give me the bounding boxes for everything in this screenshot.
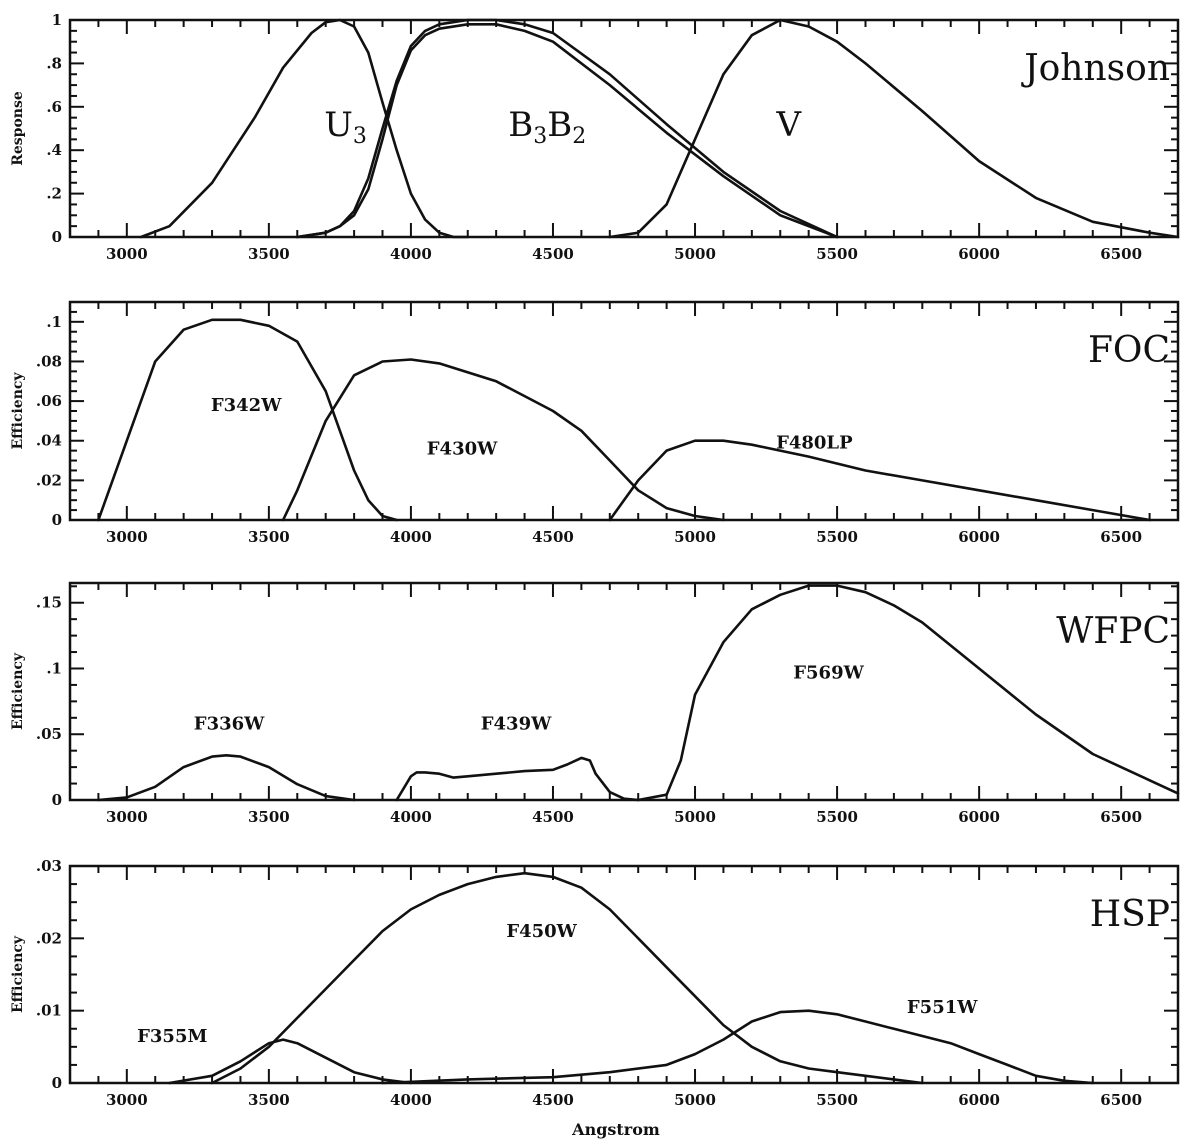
x-tick-label: 5000	[674, 245, 716, 263]
y-axis-label: Response	[10, 91, 26, 166]
y-tick-label: .8	[46, 54, 62, 72]
curve-label: F551W	[907, 997, 978, 1018]
x-tick-label: 6000	[958, 245, 1000, 263]
y-tick-label: .08	[36, 352, 62, 370]
x-tick-label: 6000	[958, 528, 1000, 546]
x-tick-label: 4000	[390, 528, 432, 546]
series-line-2	[296, 18, 839, 239]
x-tick-label: 6500	[1100, 528, 1142, 546]
curve-label: F342W	[211, 395, 282, 416]
x-tick-label: 4000	[390, 1091, 432, 1109]
x-tick-label: 5000	[674, 1091, 716, 1109]
panel-title: Johnson	[1020, 48, 1170, 89]
series-line-2	[210, 871, 924, 1085]
y-axis-label: Efficiency	[10, 372, 26, 450]
y-tick-label: 1	[52, 11, 62, 29]
curve-label: F336W	[194, 714, 265, 735]
curve-label: F569W	[793, 662, 864, 683]
x-tick-label: 5500	[816, 1091, 858, 1109]
y-axis-label: Efficiency	[10, 652, 26, 730]
curve-label: F439W	[481, 714, 552, 735]
series-line-4	[608, 18, 1180, 239]
curve-label: B3B2	[508, 105, 586, 149]
series-line-1	[168, 1038, 413, 1085]
series-line-3	[636, 584, 1180, 802]
plot-frame	[68, 581, 1180, 802]
y-tick-label: .15	[36, 594, 62, 612]
x-tick-label: 3000	[106, 1091, 148, 1109]
x-tick-label: 4500	[532, 808, 574, 826]
y-tick-label: 0	[52, 511, 62, 529]
x-tick-label: 3500	[248, 528, 290, 546]
y-tick-label: .02	[36, 929, 62, 947]
y-tick-label: .06	[36, 392, 62, 410]
x-tick-label: 4000	[390, 245, 432, 263]
y-tick-label: .04	[36, 432, 62, 450]
y-tick-label: .1	[46, 313, 62, 331]
y-tick-label: .01	[36, 1002, 62, 1020]
y-tick-label: .2	[46, 185, 62, 203]
series-line-1	[139, 18, 469, 239]
x-tick-label: 6000	[958, 808, 1000, 826]
panel-hsp: 3000 3500 4000 4500 5000 5500 6000 6500 0 .01 .02.…	[10, 857, 1180, 1139]
x-tick-label: 6000	[958, 1091, 1000, 1109]
x-tick-label: 4500	[532, 245, 574, 263]
x-tick-label: 5000	[674, 808, 716, 826]
x-tick-label: 6500	[1100, 245, 1142, 263]
curve-label: V	[775, 105, 802, 145]
curve-label: F480LP	[776, 433, 853, 454]
y-axis-label: Efficiency	[10, 935, 26, 1013]
x-tick-label: 5500	[816, 808, 858, 826]
x-tick-label: 5500	[816, 245, 858, 263]
series-line-2	[395, 756, 640, 802]
y-tick-label: .02	[36, 471, 62, 489]
x-tick-label: 4500	[532, 528, 574, 546]
y-tick-label: 0	[52, 791, 62, 809]
panel-title: HSP	[1090, 894, 1170, 935]
curve-label: U3	[324, 105, 367, 149]
x-tick-label: 3500	[248, 1091, 290, 1109]
x-tick-label: 4000	[390, 808, 432, 826]
series-line-1	[97, 318, 398, 522]
curve-label: F355M	[137, 1026, 207, 1047]
x-tick-label: 3500	[248, 245, 290, 263]
panel-wfpc: 3000 3500 4000 4500 5000 5500 6000 6500 0 .05 .1 .1…	[10, 581, 1180, 826]
x-tick-label: 5000	[674, 528, 716, 546]
x-tick-label: 5500	[816, 528, 858, 546]
y-tick-label: 0	[52, 228, 62, 246]
plot-frame	[68, 864, 1180, 1085]
y-tick-label: .05	[36, 725, 62, 743]
series-line-2	[281, 358, 725, 522]
x-tick-label: 3500	[248, 808, 290, 826]
x-tick-label: 3000	[106, 808, 148, 826]
y-tick-label: .4	[46, 141, 62, 159]
x-axis-label: Angstrom	[571, 1120, 660, 1139]
series-line-3	[296, 23, 839, 239]
plot-frame	[68, 18, 1180, 239]
series-line-3	[608, 439, 1151, 522]
curve-label: F450W	[506, 921, 577, 942]
panel-title: FOC	[1088, 330, 1170, 371]
curve-label: F430W	[427, 439, 498, 460]
x-tick-label: 6500	[1100, 1091, 1142, 1109]
y-tick-label: .03	[36, 857, 62, 875]
series-line-1	[97, 754, 356, 802]
x-tick-label: 3000	[106, 245, 148, 263]
panel-title: WFPC	[1056, 611, 1170, 652]
x-tick-label: 3000	[106, 528, 148, 546]
panel-johnson: 3000 3500 4000 4500 5000 5500 6000 6500 0 .2 .4 .6.…	[10, 11, 1180, 263]
panel-foc: 3000 3500 4000 4500 5000 5500 6000 6500 0 .02 .04.…	[10, 300, 1180, 546]
y-tick-label: .6	[46, 98, 62, 116]
series-line-3	[381, 1009, 1095, 1085]
x-tick-label: 6500	[1100, 808, 1142, 826]
y-tick-label: 0	[52, 1074, 62, 1092]
y-tick-label: .1	[46, 659, 62, 677]
x-tick-label: 4500	[532, 1091, 574, 1109]
